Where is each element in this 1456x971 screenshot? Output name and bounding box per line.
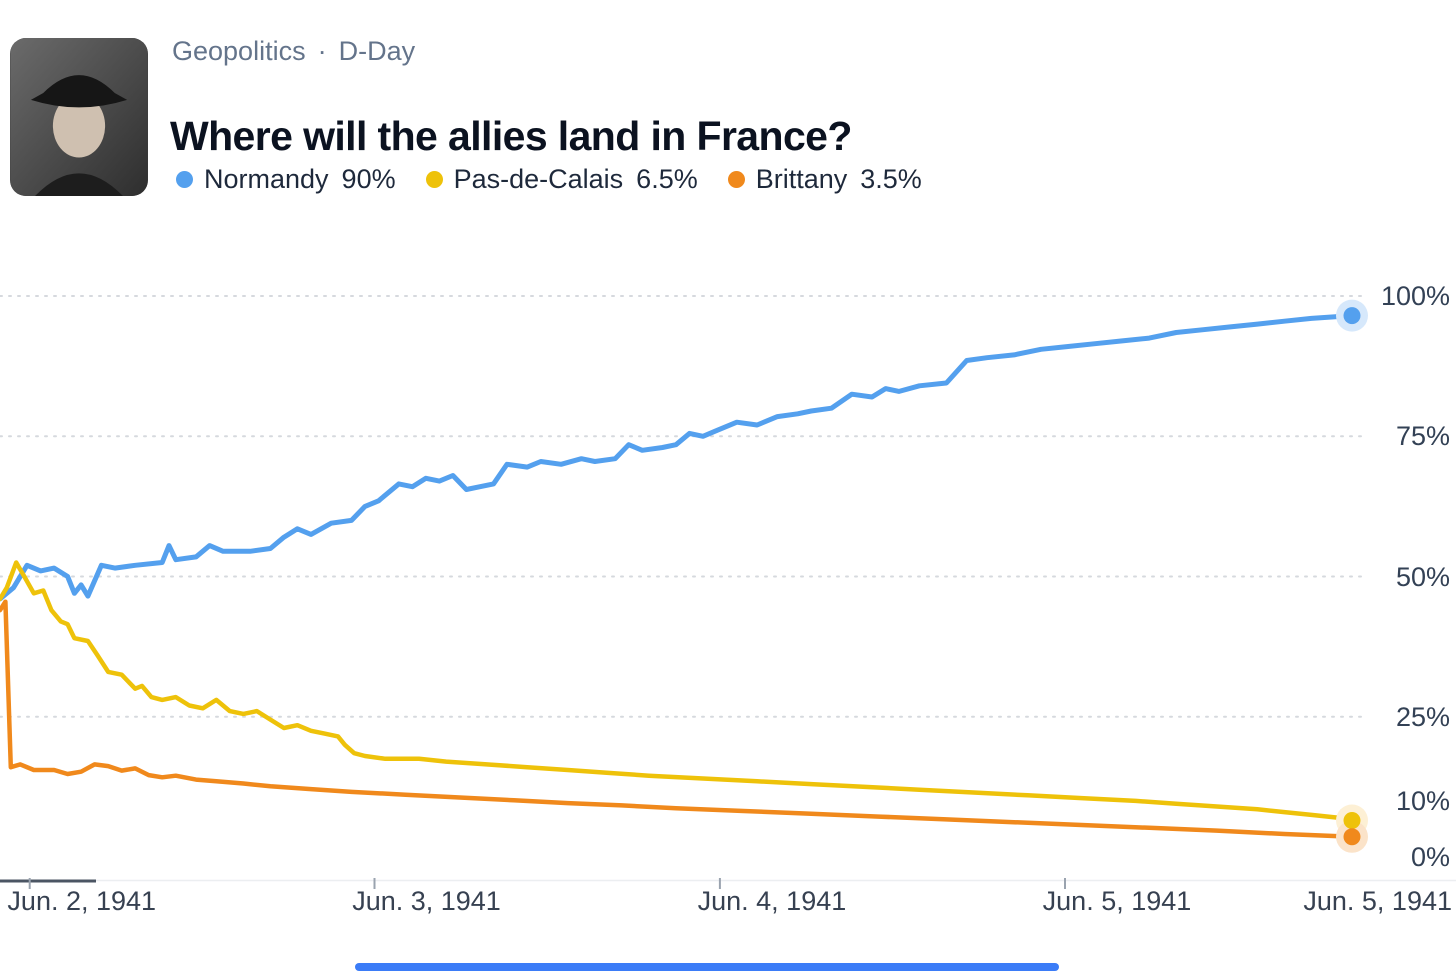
y-axis-label-10: 10%	[1395, 785, 1450, 816]
y-axis-label-50: 50%	[1395, 561, 1450, 592]
series-line-normandy	[0, 313, 1355, 602]
x-axis-label-0: Jun. 2, 1941	[7, 886, 157, 916]
chart-legend: Normandy 90% Pas-de-Calais 6.5% Brittany 3.5%	[176, 164, 922, 195]
marker-dot-brittany	[1343, 828, 1361, 846]
legend-dot-icon	[176, 171, 193, 188]
breadcrumb-separator: ·	[317, 36, 327, 66]
legend-label: Normandy	[204, 164, 329, 194]
y-axis-label-25: 25%	[1395, 701, 1450, 732]
breadcrumb: Geopolitics · D-Day	[172, 36, 415, 67]
y-axis-label-75: 75%	[1395, 421, 1450, 452]
breadcrumb-category[interactable]: Geopolitics	[172, 36, 306, 66]
marker-dot-normandy	[1343, 307, 1361, 325]
series-line-brittany	[0, 599, 1355, 840]
y-axis-label-100: 100%	[1380, 281, 1450, 311]
legend-value: 6.5%	[636, 164, 698, 194]
legend-dot-icon	[727, 171, 745, 188]
bottom-scroll-indicator[interactable]	[355, 963, 1059, 971]
x-axis-label-1: Jun. 3, 1941	[352, 886, 501, 916]
page-title: Where will the allies land in France?	[170, 113, 852, 160]
legend-value: 3.5%	[860, 164, 922, 194]
x-axis-label-3: Jun. 5, 1941	[1042, 886, 1192, 916]
legend-label: Brittany	[755, 164, 848, 194]
avatar[interactable]	[10, 38, 148, 196]
breadcrumb-topic[interactable]: D-Day	[338, 36, 416, 66]
avatar-placeholder-image	[10, 38, 148, 196]
x-axis-label-4: Jun. 5, 1941	[1303, 886, 1452, 916]
series-line-pas-de-calais	[0, 560, 1355, 823]
legend-item-normandy[interactable]: Normandy 90%	[176, 164, 396, 195]
legend-item-brittany[interactable]: Brittany 3.5%	[727, 164, 922, 195]
legend-dot-icon	[425, 171, 443, 188]
x-axis-label-2: Jun. 4, 1941	[697, 886, 847, 916]
legend-label: Pas-de-Calais	[453, 164, 624, 194]
legend-value: 90%	[341, 164, 396, 194]
y-axis-label-0: 0%	[1410, 842, 1450, 872]
marker-dot-pas-de-calais	[1343, 812, 1361, 829]
legend-item-pas-de-calais[interactable]: Pas-de-Calais 6.5%	[425, 164, 698, 195]
